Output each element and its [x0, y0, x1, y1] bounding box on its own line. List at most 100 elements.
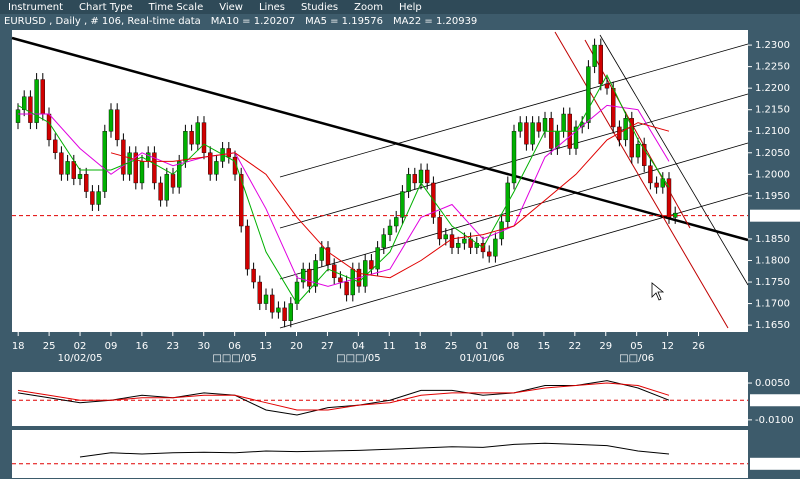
candle-body [443, 234, 448, 240]
series-line [17, 380, 670, 416]
date-label: □□□/05 [212, 353, 256, 364]
x-tick-label: 11 [383, 341, 396, 352]
candle-body [71, 161, 77, 179]
panel-label-bg [13, 432, 103, 444]
panel-label-bg [13, 374, 103, 386]
candle-body [201, 122, 207, 153]
candle-body [542, 118, 548, 132]
candle-body [561, 113, 566, 132]
candle-body [350, 268, 355, 296]
candle-body [387, 225, 393, 235]
candle-body [592, 44, 597, 67]
menu-item[interactable]: Instrument [8, 2, 63, 13]
x-tick-label: 30 [197, 341, 210, 352]
x-tick-label: 15 [538, 341, 551, 352]
candle-body [46, 113, 52, 141]
marker-label-bg [750, 457, 800, 470]
chart-title: EURUSD , Daily , # 106, Real-time data [4, 16, 201, 27]
panel-title: MACD 26;12;9 [16, 375, 88, 386]
candle-body [524, 122, 529, 145]
candle-body [164, 174, 170, 201]
mouse-cursor [651, 282, 665, 301]
candle-body [22, 96, 27, 110]
menu-bar [0, 0, 800, 14]
y-tick-label: 1.1950 [755, 191, 790, 202]
candle-body [189, 131, 194, 145]
candle-body [83, 174, 89, 192]
y-tick-label: 1.1850 [755, 234, 790, 245]
marker-label: -0.00201 [753, 395, 798, 406]
channel-line [279, 142, 749, 280]
x-tick-label: 08 [507, 341, 520, 352]
panel-title: RSI 10 [16, 433, 48, 444]
candle-body [586, 66, 591, 123]
menu-item[interactable]: Lines [259, 2, 285, 13]
candle-body [15, 109, 21, 123]
marker-label: 33.67335 [753, 459, 800, 470]
candle-body [257, 281, 262, 304]
candle-body [28, 96, 33, 123]
candle-body [400, 191, 405, 218]
candle-body [549, 118, 554, 149]
x-tick-label: 02 [74, 341, 87, 352]
candle-body [59, 152, 64, 175]
candle-body [511, 131, 517, 184]
candle-body [412, 174, 417, 184]
candle-body [381, 234, 386, 248]
candle-body [666, 178, 672, 218]
candle-body [238, 174, 244, 227]
marker-label: 1.1904 [753, 211, 788, 222]
y-tick-label: -0.0100 [755, 415, 794, 426]
y-tick-label: 1.1750 [755, 277, 790, 288]
x-tick-label: 27 [321, 341, 334, 352]
y-tick-label: 1.2200 [755, 83, 790, 94]
x-tick-label: 18 [12, 341, 25, 352]
y-tick-label: 1.2000 [755, 169, 790, 180]
legend-entry: MA5 = 1.19576 [305, 16, 383, 27]
menu-item[interactable]: Zoom [354, 2, 383, 13]
candle-body [96, 191, 101, 205]
candle-body [449, 234, 455, 248]
date-label: 10/02/05 [58, 353, 103, 364]
candle-body [456, 243, 461, 248]
candle-body [270, 294, 275, 313]
candle-body [406, 174, 411, 192]
fan-line [554, 31, 729, 329]
x-tick-label: 09 [105, 341, 118, 352]
x-tick-label: 29 [599, 341, 612, 352]
candle-body [114, 109, 120, 141]
candle-body [282, 307, 287, 321]
candle-body [325, 247, 331, 265]
y-tick-label: 1.2050 [755, 148, 790, 159]
x-tick-label: 12 [661, 341, 674, 352]
candle-body [207, 152, 213, 175]
y-tick-label: 1.2300 [755, 40, 790, 51]
candle-body [301, 268, 306, 283]
x-tick-label: 25 [43, 341, 56, 352]
menu-item[interactable]: View [219, 2, 243, 13]
candle-body [536, 122, 541, 132]
y-tick-label: 1.1700 [755, 299, 790, 310]
y-tick-label: 0.0050 [755, 378, 790, 389]
x-tick-label: 06 [228, 341, 241, 352]
menu-item[interactable]: Studies [301, 2, 338, 13]
candle-body [635, 143, 641, 158]
trend-lines [11, 31, 749, 329]
channel-line [279, 43, 749, 178]
candle-body [611, 87, 616, 128]
rsi-panel [12, 430, 748, 478]
x-tick-label: 23 [166, 341, 179, 352]
candle-body [344, 281, 349, 296]
candle-body [195, 122, 201, 145]
y-tick-label: 1.2250 [755, 62, 790, 73]
menu-item[interactable]: Time Scale [148, 2, 204, 13]
menu-item[interactable]: Help [399, 2, 422, 13]
candle-body [648, 165, 653, 184]
menu-item[interactable]: Chart Type [79, 2, 133, 13]
x-tick-label: 05 [630, 341, 643, 352]
legend-entry: MA10 = 1.20207 [211, 16, 295, 27]
candle-body [251, 268, 256, 283]
candle-body [319, 247, 324, 261]
